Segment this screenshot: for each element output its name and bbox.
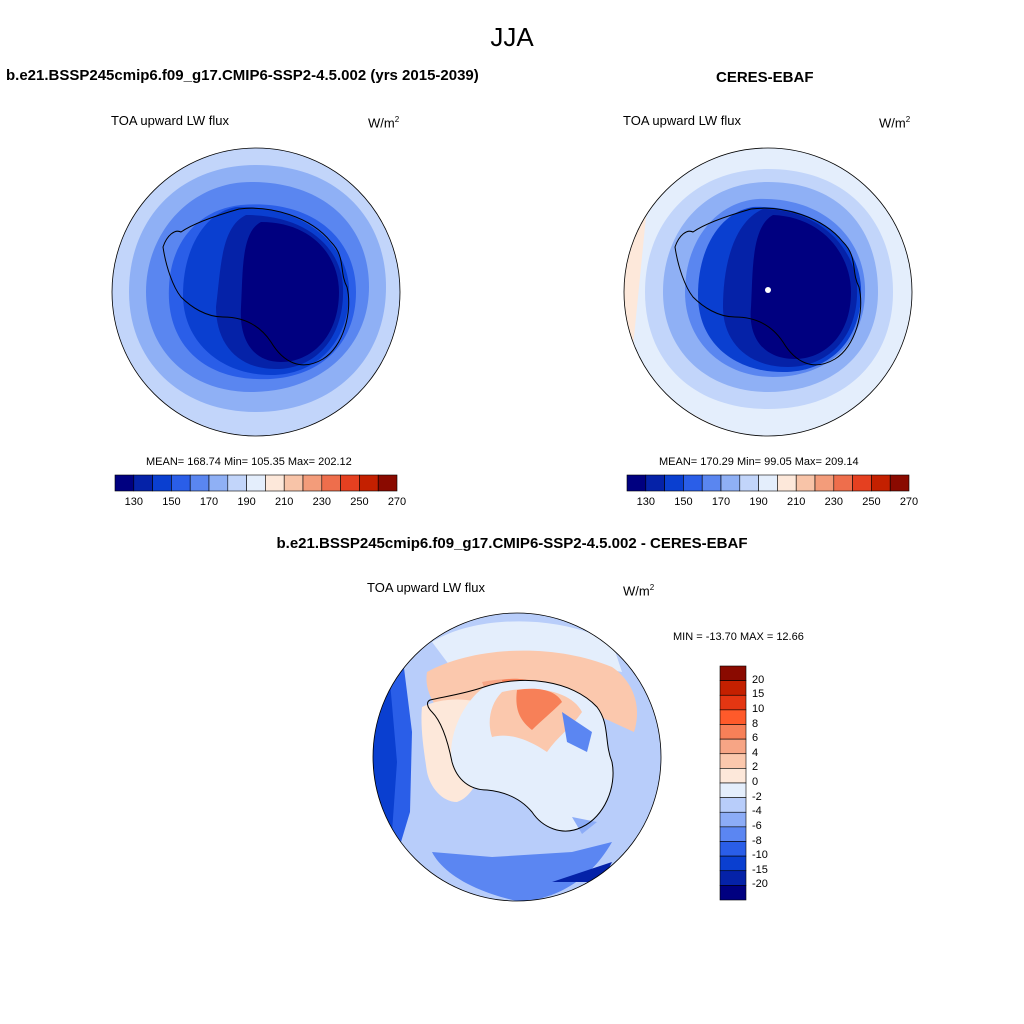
- colorbar-tick-label: 10: [752, 702, 765, 715]
- obs-variable-label: TOA upward LW flux: [623, 113, 742, 128]
- colorbar-swatch: [719, 724, 747, 740]
- colorbar-swatch: [777, 474, 797, 492]
- colorbar-tick-label: 270: [387, 496, 407, 508]
- colorbar-swatch: [227, 474, 247, 492]
- diff-colorbar: [719, 665, 747, 901]
- colorbar-swatch: [719, 738, 747, 755]
- colorbar-swatch: [719, 855, 747, 872]
- colorbar-tick-label: 8: [752, 717, 759, 730]
- colorbar-tick-label: -20: [752, 878, 768, 891]
- model-panel-title: b.e21.BSSP245cmip6.f09_g17.CMIP6-SSP2-4.…: [6, 67, 479, 84]
- diff-polar-map: [372, 612, 662, 902]
- obs-colorbar: [626, 474, 910, 492]
- colorbar-swatch: [189, 474, 210, 492]
- obs-panel-title: CERES-EBAF: [716, 69, 814, 86]
- colorbar-swatch: [321, 474, 341, 492]
- colorbar-tick-label: 6: [752, 732, 759, 745]
- colorbar-swatch: [283, 474, 304, 492]
- obs-units-label: W/m2: [879, 115, 911, 131]
- model-units-label: W/m2: [368, 115, 400, 131]
- colorbar-swatch: [664, 474, 684, 492]
- colorbar-tick-label: 4: [752, 746, 759, 759]
- colorbar-tick-label: 270: [899, 496, 919, 508]
- colorbar-swatch: [719, 782, 747, 798]
- colorbar-tick-label: 210: [275, 496, 294, 508]
- colorbar-swatch: [719, 694, 747, 711]
- colorbar-swatch: [719, 885, 747, 901]
- colorbar-swatch: [340, 474, 360, 492]
- colorbar-swatch: [152, 474, 172, 492]
- colorbar-swatch: [871, 474, 891, 492]
- colorbar-swatch: [626, 474, 647, 492]
- colorbar-tick-label: 250: [862, 496, 881, 508]
- colorbar-tick-label: 210: [787, 496, 806, 508]
- obs-polar-map: [623, 147, 913, 437]
- colorbar-tick-label: 230: [312, 496, 331, 508]
- colorbar-swatch: [208, 474, 229, 492]
- colorbar-tick-label: 0: [752, 776, 759, 788]
- colorbar-tick-label: 15: [752, 688, 765, 701]
- colorbar-swatch: [719, 665, 747, 681]
- colorbar-swatch: [359, 474, 379, 492]
- colorbar-swatch: [719, 811, 747, 828]
- model-coastline: [162, 207, 350, 366]
- obs-coastline: [674, 207, 862, 366]
- colorbar-tick-label: 130: [636, 496, 655, 508]
- colorbar-swatch: [758, 474, 778, 492]
- colorbar-tick-label: 150: [162, 496, 181, 508]
- model-stats: MEAN= 168.74 Min= 105.35 Max= 202.12: [146, 456, 352, 468]
- colorbar-tick-label: 250: [350, 496, 369, 508]
- diff-coastline: [427, 679, 614, 832]
- colorbar-swatch: [719, 709, 747, 725]
- colorbar-swatch: [114, 474, 135, 492]
- colorbar-swatch: [171, 474, 191, 492]
- colorbar-tick-label: -4: [752, 805, 762, 818]
- colorbar-swatch: [739, 474, 759, 492]
- colorbar-swatch: [302, 474, 323, 492]
- diff-units-label: W/m2: [623, 583, 655, 599]
- colorbar-swatch: [265, 474, 285, 492]
- colorbar-swatch: [795, 474, 816, 492]
- colorbar-tick-label: -6: [752, 819, 762, 832]
- colorbar-tick-label: 170: [711, 496, 731, 508]
- colorbar-swatch: [719, 841, 747, 857]
- colorbar-tick-label: -8: [752, 834, 762, 847]
- colorbar-swatch: [645, 474, 665, 492]
- model-variable-label: TOA upward LW flux: [111, 113, 230, 128]
- colorbar-tick-label: -10: [752, 849, 768, 862]
- model-colorbar: [114, 474, 398, 492]
- colorbar-tick-label: 150: [674, 496, 693, 508]
- colorbar-swatch: [719, 680, 747, 696]
- obs-stats: MEAN= 170.29 Min= 99.05 Max= 209.14: [659, 456, 859, 468]
- colorbar-swatch: [719, 870, 747, 886]
- colorbar-swatch: [719, 768, 747, 784]
- model-polar-map: [111, 147, 401, 437]
- colorbar-tick-label: 20: [752, 673, 765, 686]
- colorbar-swatch: [246, 474, 266, 492]
- colorbar-swatch: [683, 474, 703, 492]
- colorbar-swatch: [719, 797, 747, 813]
- colorbar-tick-label: 190: [749, 496, 768, 508]
- colorbar-tick-label: 230: [824, 496, 843, 508]
- diff-stats: MIN = -13.70 MAX = 12.66: [673, 631, 804, 643]
- colorbar-tick-label: -2: [752, 790, 762, 803]
- colorbar-tick-label: 2: [752, 761, 759, 774]
- colorbar-tick-label: 130: [124, 496, 143, 508]
- diff-panel-title: b.e21.BSSP245cmip6.f09_g17.CMIP6-SSP2-4.…: [276, 535, 748, 552]
- colorbar-tick-label: 190: [237, 496, 256, 508]
- colorbar-swatch: [889, 474, 910, 492]
- diff-variable-label: TOA upward LW flux: [367, 580, 486, 595]
- figure-title: JJA: [490, 22, 534, 52]
- colorbar-swatch: [720, 474, 741, 492]
- colorbar-swatch: [377, 474, 398, 492]
- colorbar-tick-label: 170: [199, 496, 219, 508]
- colorbar-swatch: [719, 753, 747, 769]
- colorbar-swatch: [814, 474, 835, 492]
- colorbar-swatch: [701, 474, 722, 492]
- colorbar-tick-label: -15: [752, 863, 768, 876]
- colorbar-swatch: [852, 474, 872, 492]
- colorbar-swatch: [719, 826, 747, 842]
- colorbar-swatch: [133, 474, 153, 492]
- colorbar-swatch: [833, 474, 853, 492]
